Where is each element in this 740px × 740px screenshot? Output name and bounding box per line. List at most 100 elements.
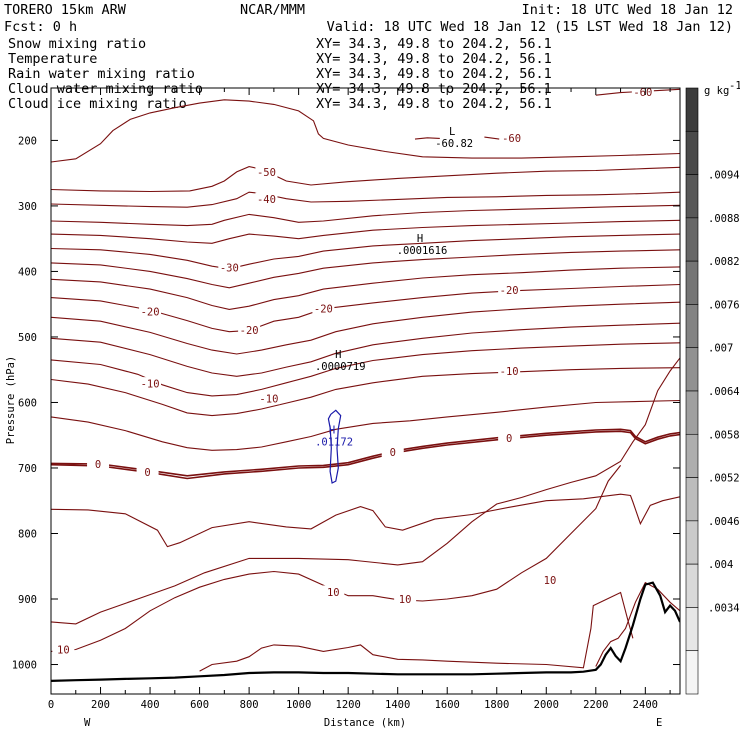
colorbar-segment [685,260,699,305]
temperature-contour [51,99,680,163]
contour-label-bg [139,377,162,390]
extremum-value: .0000719 [315,361,366,373]
colorbar-segment [685,390,699,435]
contour-label: -60 [502,133,521,145]
extremum-marker: H [417,233,423,245]
colorbar-level: .0034 [708,602,740,614]
contour-label: 10 [327,587,340,599]
temperature-contour [51,166,680,193]
temperature-contour [51,357,680,625]
contour-label: -20 [141,307,160,319]
temperature-contour [51,465,622,652]
contour-label: -10 [500,366,519,378]
temperature-contour [51,493,680,548]
contour-label: -10 [141,379,160,391]
colorbar-segment [685,607,699,652]
field-name: Cloud water mixing ratio [8,81,203,97]
model-title: TORERO 15km ARW [4,2,127,18]
field-legend: Snow mixing ratio XY= 34.3, 49.8 to 204.2… [8,36,552,112]
x-tick-label: 1800 [484,699,509,711]
contour-label-bg [238,323,261,336]
contour-label-bg [312,301,335,314]
field-name: Rain water mixing ratio [8,66,195,82]
contour-label: -20 [240,325,259,337]
y-tick-label: 700 [18,463,37,475]
contour-label-bg [498,283,521,296]
contour-label-bg [394,592,417,605]
x-axis-label: Distance (km) [324,717,406,729]
colorbar-level: .004 [708,559,733,571]
temperature-contour [51,219,680,244]
x-tick-label: 400 [141,699,160,711]
y-tick-label: 300 [18,201,37,213]
temperature-contour [51,191,680,208]
colorbar-segment [685,563,699,608]
extremum-marker: L [449,126,455,138]
colorbar-level: .0094 [708,170,740,182]
contour-label-bg [498,431,521,444]
y-axis-label: Pressure (hPa) [5,356,17,445]
contour-label-bg [218,261,241,274]
x-tick-label: 1400 [385,699,410,711]
plot-frame [50,87,681,695]
colorbar-unit: g kg [704,85,729,97]
x-tick-label: 1000 [286,699,311,711]
colorbar-segment [685,87,699,132]
temperature-contour [51,399,680,451]
contour-label: 0 [95,459,101,471]
colorbar-segment [685,130,699,175]
extremum-value: -60.82 [435,138,473,150]
colorbar-segment [685,217,699,262]
colorbar-segment [685,347,699,392]
contour-label-bg [255,165,278,178]
colorbar-level: .007 [708,343,733,355]
colorbar-level: .0046 [708,516,740,528]
init-time: Init: 18 UTC Wed 18 Jan 12 [522,2,733,18]
contour-label-bg [52,643,75,656]
y-tick-label: 800 [18,528,37,540]
colorbar-level: .0088 [708,213,740,225]
contour-label: 0 [390,447,396,459]
field-xy: XY= 34.3, 49.8 to 204.2, 56.1 [316,36,552,52]
colorbar-level: .0064 [708,386,740,398]
colorbar-unit-exponent: -1 [729,80,740,92]
temperature-contour [51,266,680,310]
temperature-contour [199,591,634,672]
y-tick-label: 1000 [12,660,37,672]
temperature-contour [595,88,680,96]
contour-label-bg [257,392,280,405]
extremum-marker: H [329,424,335,436]
field-xy: XY= 34.3, 49.8 to 204.2, 56.1 [316,51,552,67]
colorbar-segment [685,520,699,565]
contour-label: -50 [257,167,276,179]
contour-label-bg [538,573,561,586]
y-tick-label: 600 [18,397,37,409]
temperature-contour [414,137,440,140]
field-name: Snow mixing ratio [8,36,146,52]
x-tick-label: 200 [91,699,110,711]
contour-label-bg [381,445,404,458]
temperature-contour [51,322,680,377]
temperature-contour [484,136,500,140]
field-xy: XY= 34.3, 49.8 to 204.2, 56.1 [316,96,552,112]
contour-label-bg [136,465,159,478]
contour-label: 10 [544,575,557,587]
colorbar-segment [685,650,699,695]
contour-label: -20 [500,285,519,297]
cloud-water-contour [327,409,342,484]
plot-inner: -60 -60 -50 -40 -30 -20 -20 -20 -20 -10 -10 -10 0 0 0 0… [51,87,680,682]
temperature-contour [51,249,680,289]
contour-label: -40 [257,194,276,206]
x-tick-label: 800 [240,699,259,711]
y-tick-label: 500 [18,332,37,344]
y-tick-label: 400 [18,266,37,278]
contour-label: -60 [633,87,652,99]
colorbar-level: .0052 [708,473,740,485]
contour-label: -10 [259,394,278,406]
contour-label-bg [87,457,110,470]
colorbar-segment [685,304,699,349]
extremum-value: .01172 [315,436,353,448]
east-label: E [656,717,662,729]
center-title: NCAR/MMM [240,2,305,18]
